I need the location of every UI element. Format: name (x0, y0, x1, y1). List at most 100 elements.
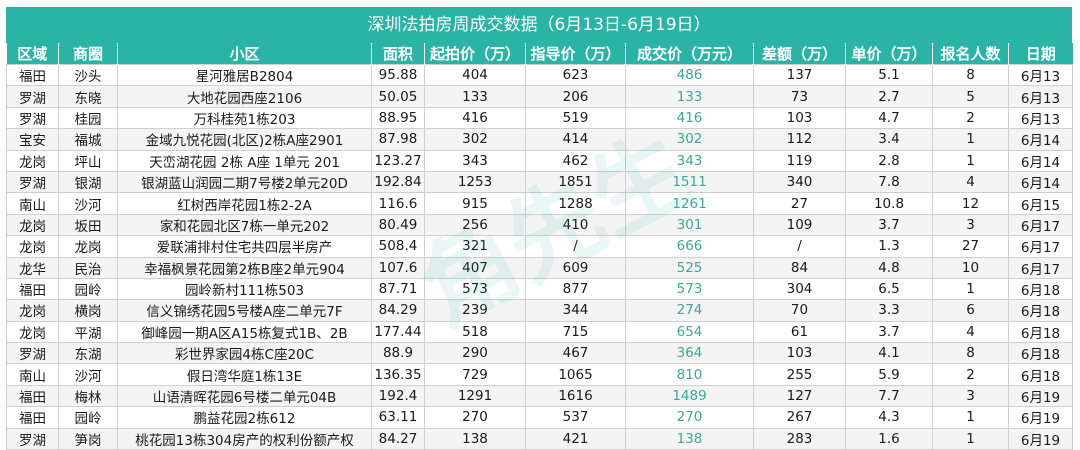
community-cell: 星河雅居B2804 (117, 63, 372, 87)
area-cell: 笋岗 (58, 427, 118, 450)
difference-cell: 255 (753, 363, 846, 386)
table-row: 福田 梅林 山语清晖花园6号楼二单元04B 192.4 1291 1616 1489 127 7… (6, 384, 1073, 408)
unit-price-cell: 10.8 (845, 192, 933, 215)
size-cell: 88.95 (371, 106, 425, 130)
area-cell: 民治 (58, 256, 118, 279)
difference-cell: 103 (753, 342, 846, 365)
deal-price-cell: 486 (625, 63, 754, 87)
start-price-cell: 256 (424, 213, 526, 237)
unit-price-cell: 3.7 (845, 320, 933, 344)
start-price-cell: 404 (424, 63, 526, 87)
size-cell: 192.84 (371, 170, 425, 194)
deal-price-cell: 666 (625, 235, 754, 258)
unit-price-cell: 6.5 (845, 277, 933, 301)
date-cell: 6月14 (1008, 128, 1073, 151)
community-cell: 银湖蓝山润园二期7号楼2单元20D (117, 170, 372, 194)
guide-price-cell: 519 (525, 106, 626, 130)
table-body: 福田 沙头 星河雅居B2804 95.88 404 623 486 137 5.1 8 6月13 罗湖… (6, 63, 1073, 450)
district-cell: 罗湖 (6, 85, 59, 108)
difference-cell: 304 (753, 277, 846, 301)
size-cell: 177.44 (371, 320, 425, 344)
district-cell: 罗湖 (6, 427, 59, 450)
guide-price-cell: 414 (525, 128, 626, 151)
table-row: 龙岗 坪山 天峦湖花园 2栋 A座 1单元 201 123.27 343 462 343 11… (6, 149, 1073, 172)
table-row: 福田 沙头 星河雅居B2804 95.88 404 623 486 137 5.1 8 6月13 (6, 63, 1073, 87)
start-price-cell: 321 (424, 235, 526, 258)
size-cell: 88.9 (371, 342, 425, 365)
table-row: 罗湖 东湖 彩世界家园4栋C座20C 88.9 290 467 364 103 4.1 8 6月18 (6, 342, 1073, 365)
date-cell: 6月13 (1008, 106, 1073, 130)
date-cell: 6月18 (1008, 277, 1073, 301)
difference-cell: 283 (753, 427, 846, 450)
unit-price-cell: 5.9 (845, 363, 933, 386)
date-cell: 6月18 (1008, 342, 1073, 365)
size-cell: 508.4 (371, 235, 425, 258)
unit-price-cell: 7.7 (845, 384, 933, 408)
table-row: 龙岗 横岗 信义锦绣花园5号楼A座二单元7F 84.29 239 344 274 70 3.3 6… (6, 299, 1073, 322)
community-cell: 桃花园13栋304房产的权利份额产权 (117, 427, 372, 450)
unit-price-cell: 3.4 (845, 128, 933, 151)
applicants-cell: 4 (932, 170, 1009, 194)
date-cell: 6月19 (1008, 406, 1073, 429)
community-cell: 鹏益花园2栋612 (117, 406, 372, 429)
guide-price-cell: 715 (525, 320, 626, 344)
start-price-cell: 302 (424, 128, 526, 151)
unit-price-cell: 4.7 (845, 106, 933, 130)
community-cell: 幸福枫景花园第2栋B座2单元904 (117, 256, 372, 279)
table-row: 龙华 民治 幸福枫景花园第2栋B座2单元904 107.6 407 609 525 84 4.8… (6, 256, 1073, 279)
applicants-cell: 2 (932, 363, 1009, 386)
applicants-cell: 1 (932, 406, 1009, 429)
transaction-table: 区域 商圈 小区 面积 起拍价（万） 指导价（万） 成交价（万元） 差额（万） 单价（万） 报名人… (6, 43, 1073, 450)
size-cell: 123.27 (371, 149, 425, 172)
district-cell: 罗湖 (6, 342, 59, 365)
deal-price-cell: 1261 (625, 192, 754, 215)
unit-price-cell: 3.3 (845, 299, 933, 322)
date-cell: 6月19 (1008, 427, 1073, 450)
date-cell: 6月19 (1008, 384, 1073, 408)
district-cell: 龙岗 (6, 320, 59, 344)
community-cell: 信义锦绣花园5号楼A座二单元7F (117, 299, 372, 322)
district-cell: 福田 (6, 384, 59, 408)
community-cell: 红树西岸花园1栋2-2A (117, 192, 372, 215)
table-title: 深圳法拍房周成交数据（6月13日-6月19日） (6, 7, 1072, 43)
deal-price-cell: 416 (625, 106, 754, 130)
guide-price-cell: 462 (525, 149, 626, 172)
district-cell: 福田 (6, 277, 59, 301)
unit-price-cell: 3.7 (845, 213, 933, 237)
size-cell: 95.88 (371, 63, 425, 87)
difference-cell: 137 (753, 63, 846, 87)
guide-price-cell: 344 (525, 299, 626, 322)
area-cell: 园岭 (58, 277, 118, 301)
district-cell: 南山 (6, 363, 59, 386)
area-cell: 平湖 (58, 320, 118, 344)
date-cell: 6月13 (1008, 63, 1073, 87)
start-price-cell: 915 (424, 192, 526, 215)
size-cell: 84.29 (371, 299, 425, 322)
applicants-cell: 1 (932, 277, 1009, 301)
column-header: 单价（万） (845, 43, 933, 65)
deal-price-cell: 654 (625, 320, 754, 344)
size-cell: 136.35 (371, 363, 425, 386)
guide-price-cell: 1616 (525, 384, 626, 408)
date-cell: 6月13 (1008, 85, 1073, 108)
table-row: 宝安 福城 金域九悦花园(北区)2栋A座2901 87.98 302 414 302 112 3… (6, 128, 1073, 151)
district-cell: 福田 (6, 406, 59, 429)
guide-price-cell: 1065 (525, 363, 626, 386)
guide-price-cell: / (525, 235, 626, 258)
community-cell: 金域九悦花园(北区)2栋A座2901 (117, 128, 372, 151)
start-price-cell: 407 (424, 256, 526, 279)
header-row: 区域 商圈 小区 面积 起拍价（万） 指导价（万） 成交价（万元） 差额（万） 单价（万） 报名人… (6, 43, 1073, 65)
guide-price-cell: 206 (525, 85, 626, 108)
guide-price-cell: 467 (525, 342, 626, 365)
guide-price-cell: 537 (525, 406, 626, 429)
table-row: 罗湖 笋岗 桃花园13栋304房产的权利份额产权 84.27 138 421 138 283 1… (6, 427, 1073, 450)
date-cell: 6月18 (1008, 320, 1073, 344)
data-table-frame: 深圳法拍房周成交数据（6月13日-6月19日） 区域 商圈 小区 面积 起拍价（万） 指导… (6, 7, 1073, 450)
guide-price-cell: 1288 (525, 192, 626, 215)
unit-price-cell: 7.8 (845, 170, 933, 194)
area-cell: 福城 (58, 128, 118, 151)
district-cell: 宝安 (6, 128, 59, 151)
area-cell: 园岭 (58, 406, 118, 429)
difference-cell: 119 (753, 149, 846, 172)
district-cell: 龙岗 (6, 235, 59, 258)
